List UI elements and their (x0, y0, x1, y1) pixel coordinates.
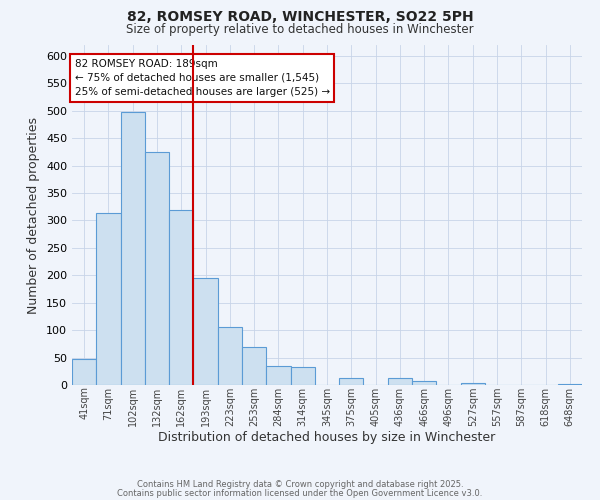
Bar (145, 152, 169, 385)
Bar (121, 112, 145, 385)
X-axis label: Distribution of detached houses by size in Winchester: Distribution of detached houses by size … (158, 432, 496, 444)
Text: 82, ROMSEY ROAD, WINCHESTER, SO22 5PH: 82, ROMSEY ROAD, WINCHESTER, SO22 5PH (127, 10, 473, 24)
Bar (412, 380, 436, 385)
Bar (169, 210, 193, 385)
Y-axis label: Number of detached properties: Number of detached properties (28, 116, 40, 314)
Text: Contains public sector information licensed under the Open Government Licence v3: Contains public sector information licen… (118, 488, 482, 498)
Bar (242, 346, 266, 385)
Bar (461, 384, 485, 385)
Text: Size of property relative to detached houses in Winchester: Size of property relative to detached ho… (126, 22, 474, 36)
Bar (218, 328, 242, 385)
Bar (290, 368, 315, 385)
Bar (96, 214, 121, 385)
Bar (266, 366, 290, 385)
Text: Contains HM Land Registry data © Crown copyright and database right 2025.: Contains HM Land Registry data © Crown c… (137, 480, 463, 489)
Bar (193, 278, 218, 385)
Bar (72, 359, 96, 385)
Bar (388, 378, 412, 385)
Text: 82 ROMSEY ROAD: 189sqm
← 75% of detached houses are smaller (1,545)
25% of semi-: 82 ROMSEY ROAD: 189sqm ← 75% of detached… (74, 58, 329, 98)
Bar (339, 378, 364, 385)
Bar (558, 384, 582, 385)
